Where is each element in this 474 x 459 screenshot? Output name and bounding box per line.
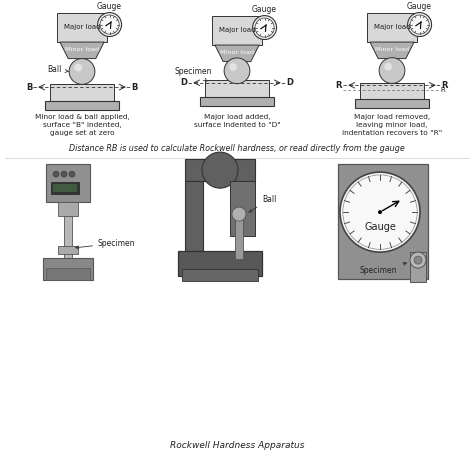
Bar [205, 80, 269, 96]
Bar [360, 83, 424, 99]
Bar [410, 252, 426, 282]
Bar [355, 99, 429, 108]
Text: Minor load: Minor load [65, 47, 99, 52]
Bar [212, 16, 262, 45]
Text: Minor load & ball applied,: Minor load & ball applied, [35, 114, 129, 120]
Circle shape [379, 58, 405, 84]
Text: Minor load: Minor load [220, 50, 254, 55]
Text: surface "B" indented,: surface "B" indented, [43, 122, 121, 128]
Text: leaving minor load,: leaving minor load, [356, 122, 428, 128]
Bar [58, 202, 78, 216]
Text: D: D [180, 78, 187, 87]
Text: Gauge: Gauge [364, 222, 396, 232]
Circle shape [408, 12, 431, 37]
Bar [50, 84, 114, 101]
Circle shape [410, 252, 426, 268]
Text: R: R [441, 87, 446, 93]
Text: Major load: Major load [374, 24, 410, 30]
Bar [338, 164, 428, 279]
Circle shape [202, 152, 238, 188]
Text: Major load added,: Major load added, [204, 114, 270, 120]
Text: Specimen: Specimen [76, 239, 136, 249]
Circle shape [414, 256, 422, 264]
Circle shape [98, 12, 121, 37]
Text: D: D [286, 78, 293, 87]
Polygon shape [215, 45, 259, 62]
Circle shape [53, 171, 59, 177]
Circle shape [61, 171, 67, 177]
Bar [178, 251, 262, 276]
Circle shape [224, 58, 250, 84]
Text: Major load: Major load [64, 24, 100, 30]
Circle shape [255, 18, 274, 37]
Bar [53, 184, 77, 192]
Bar [45, 101, 119, 110]
Bar [185, 181, 203, 251]
Bar [57, 12, 107, 42]
Circle shape [253, 16, 276, 39]
Text: Major load: Major load [219, 28, 255, 34]
Circle shape [69, 171, 75, 177]
Text: R: R [441, 81, 447, 90]
Circle shape [232, 207, 246, 221]
Text: Major load removed,: Major load removed, [354, 114, 430, 120]
Text: Gauge: Gauge [407, 1, 432, 11]
Circle shape [410, 15, 429, 34]
Text: Gauge: Gauge [252, 5, 277, 14]
Bar [235, 214, 243, 259]
Text: B: B [131, 83, 137, 92]
Circle shape [100, 15, 119, 34]
Bar [58, 246, 78, 254]
Text: surface indented to "D": surface indented to "D" [193, 122, 281, 128]
Bar [64, 216, 72, 258]
Bar [182, 269, 258, 281]
Bar [43, 258, 93, 280]
Text: Distance RB is used to calculate Rockwell hardness, or read directly from the ga: Distance RB is used to calculate Rockwel… [69, 144, 405, 153]
Polygon shape [60, 42, 104, 59]
Circle shape [343, 175, 417, 249]
Bar [200, 96, 274, 106]
Circle shape [340, 172, 420, 252]
Text: Minor load: Minor load [375, 47, 409, 52]
Text: Gauge: Gauge [97, 1, 122, 11]
Circle shape [384, 63, 392, 71]
Circle shape [378, 210, 382, 214]
Text: Specimen: Specimen [360, 262, 406, 274]
Text: Ball: Ball [47, 65, 68, 74]
Circle shape [229, 63, 237, 71]
Text: indentation recovers to "R": indentation recovers to "R" [342, 130, 442, 136]
Bar [46, 164, 90, 202]
Polygon shape [370, 42, 414, 59]
Bar [46, 268, 90, 280]
Bar [367, 12, 417, 42]
Bar [51, 182, 79, 194]
Text: gauge set at zero: gauge set at zero [50, 130, 114, 136]
Text: Ball: Ball [249, 195, 276, 212]
Text: Specimen: Specimen [175, 67, 212, 81]
Bar [185, 159, 255, 181]
Text: R: R [336, 81, 342, 90]
Bar [230, 181, 255, 236]
Text: B: B [26, 83, 32, 92]
Circle shape [69, 59, 95, 84]
Text: Rockwell Hardness Apparatus: Rockwell Hardness Apparatus [170, 441, 304, 449]
Circle shape [74, 64, 82, 72]
